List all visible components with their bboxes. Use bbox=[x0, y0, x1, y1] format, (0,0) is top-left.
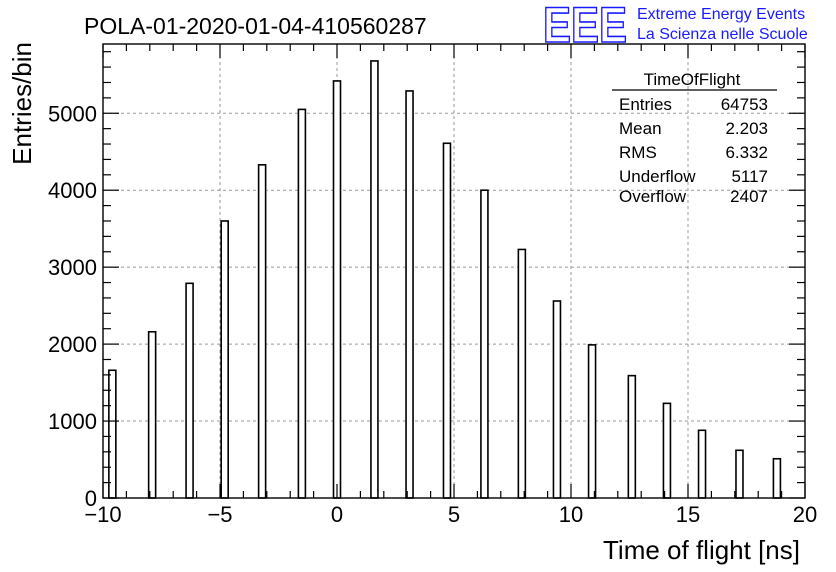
eee-logo-line2: La Scienza nelle Scuole bbox=[637, 26, 808, 43]
histogram-bar bbox=[405, 90, 414, 499]
x-tick-label: −10 bbox=[84, 502, 121, 527]
bars bbox=[108, 60, 782, 499]
tick-labels: −10 −5 0 5 10 15 20 0 1000 2000 3000 4000 5000 bbox=[48, 101, 817, 527]
histogram-bar bbox=[735, 449, 744, 499]
eee-logo: EEE Extreme Energy Events La Scienza nel… bbox=[542, 0, 808, 54]
histogram-bar bbox=[772, 457, 782, 499]
histogram-bar bbox=[662, 402, 672, 499]
stats-label-underflow: Underflow bbox=[619, 167, 696, 186]
stats-value-overflow: 2407 bbox=[730, 187, 768, 206]
stats-label-rms: RMS bbox=[619, 143, 657, 162]
x-tick-label: 0 bbox=[331, 502, 343, 527]
x-tick-label: 15 bbox=[676, 502, 700, 527]
y-tick-label: 1000 bbox=[48, 409, 97, 434]
stats-title: TimeOfFlight bbox=[644, 70, 741, 89]
stats-label-overflow: Overflow bbox=[619, 187, 687, 206]
histogram-bar bbox=[697, 429, 707, 499]
eee-logo-line1: Extreme Energy Events bbox=[637, 6, 805, 23]
stats-value-rms: 6.332 bbox=[725, 143, 768, 162]
chart-title: POLA-01-2020-01-04-410560287 bbox=[84, 13, 427, 39]
stats-value-entries: 64753 bbox=[721, 95, 768, 114]
x-tick-label: 5 bbox=[448, 502, 460, 527]
histogram-bar bbox=[297, 108, 307, 499]
stats-label-entries: Entries bbox=[619, 95, 672, 114]
x-axis-title: Time of flight [ns] bbox=[603, 535, 800, 565]
histogram-bar bbox=[332, 80, 342, 499]
axes bbox=[102, 43, 806, 499]
x-tick-label: 20 bbox=[793, 502, 817, 527]
histogram-bar bbox=[108, 369, 117, 499]
histogram-bar bbox=[147, 330, 157, 499]
histogram-bar bbox=[587, 344, 597, 499]
histogram-bar bbox=[517, 248, 527, 499]
histogram-bar bbox=[220, 220, 229, 499]
eee-logo-letters: EEE bbox=[543, 0, 627, 53]
histogram-bar bbox=[552, 300, 562, 499]
y-tick-label: 3000 bbox=[48, 255, 97, 280]
histogram-bar bbox=[370, 60, 379, 499]
y-tick-label: 0 bbox=[85, 486, 97, 511]
histogram-bar bbox=[185, 282, 194, 499]
histogram-bar bbox=[257, 164, 267, 499]
y-axis-title: Entries/bin bbox=[7, 42, 37, 165]
histogram-bar bbox=[627, 374, 637, 499]
stats-value-underflow: 5117 bbox=[731, 167, 768, 186]
stats-value-mean: 2.203 bbox=[725, 119, 768, 138]
y-tick-label: 4000 bbox=[48, 178, 97, 203]
stats-label-mean: Mean bbox=[619, 119, 662, 138]
stats-box: TimeOfFlight Entries 64753 Mean 2.203 RM… bbox=[612, 70, 777, 206]
histogram-bar bbox=[442, 142, 452, 499]
y-tick-label: 2000 bbox=[48, 332, 97, 357]
x-tick-label: −5 bbox=[207, 502, 232, 527]
histogram-bar bbox=[480, 189, 489, 499]
x-tick-label: 10 bbox=[559, 502, 583, 527]
y-tick-label: 5000 bbox=[48, 101, 97, 126]
